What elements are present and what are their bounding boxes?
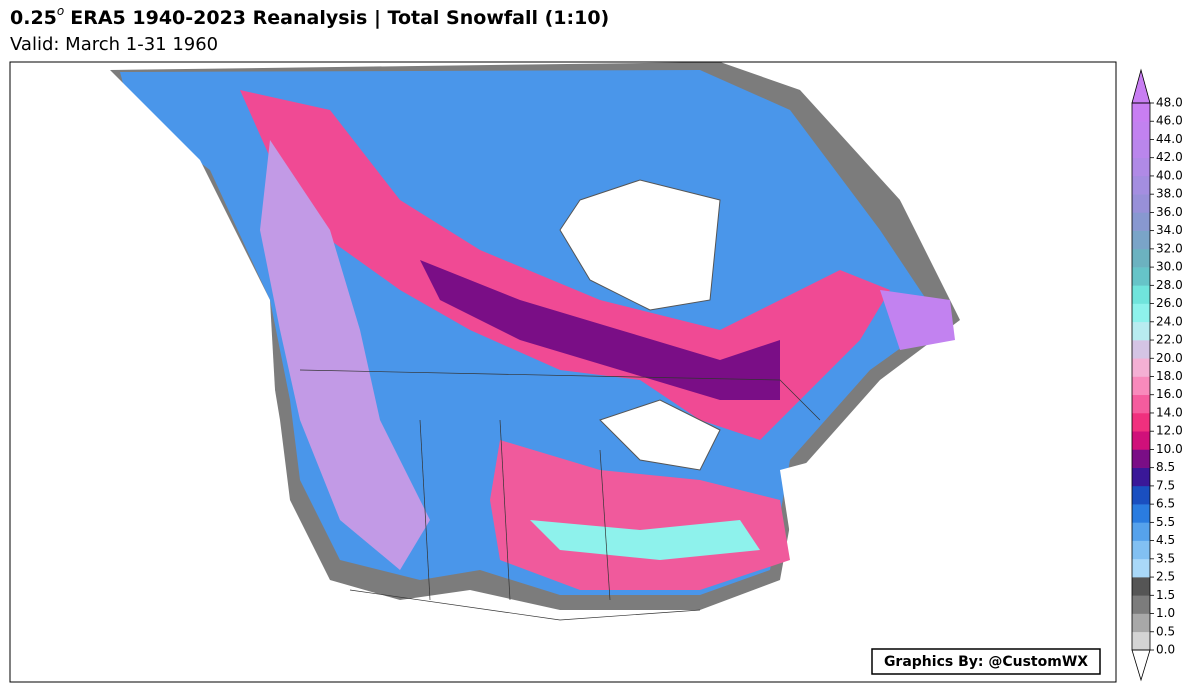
credit-box bbox=[871, 648, 1101, 675]
region-newfoundland bbox=[880, 290, 955, 350]
colorbar-tick-label: 8.5 bbox=[1156, 460, 1175, 474]
region-cyan bbox=[530, 520, 760, 560]
colorbar-tick-label: 1.5 bbox=[1156, 588, 1175, 602]
colorbar-tick-label: 16.0 bbox=[1156, 387, 1183, 401]
colorbar-tick-label: 4.5 bbox=[1156, 533, 1175, 547]
colorbar-segment bbox=[1132, 431, 1150, 450]
colorbar-segment bbox=[1132, 194, 1150, 213]
colorbar-segment bbox=[1132, 467, 1150, 487]
colorbar-segment bbox=[1132, 595, 1150, 614]
colorbar-over bbox=[1131, 68, 1151, 104]
title: 0.25o ERA5 1940-2023 Reanalysis | Total S… bbox=[10, 4, 609, 29]
colorbar-tick-label: 14.0 bbox=[1156, 405, 1183, 419]
colorbar-tick-label: 12.0 bbox=[1156, 424, 1183, 438]
colorbar-tick-label: 46.0 bbox=[1156, 114, 1183, 128]
colorbar-tick-label: 42.0 bbox=[1156, 150, 1183, 164]
colorbar-segment bbox=[1132, 212, 1150, 231]
colorbar-segment bbox=[1132, 121, 1150, 140]
colorbar-segment bbox=[1132, 285, 1150, 304]
colorbar-segment bbox=[1132, 321, 1150, 341]
colorbar-tick-label: 2.5 bbox=[1156, 570, 1175, 584]
colorbar-segment bbox=[1132, 412, 1150, 432]
colorbar-tick-label: 3.5 bbox=[1156, 551, 1175, 565]
greenland-area bbox=[900, 70, 1116, 330]
colorbar-tick-label: 0.5 bbox=[1156, 624, 1175, 638]
colorbar-segment bbox=[1132, 267, 1150, 286]
colorbar-tick-label: 24.0 bbox=[1156, 314, 1183, 328]
colorbar-tick-label: 38.0 bbox=[1156, 187, 1183, 201]
colorbar-segment bbox=[1132, 394, 1150, 414]
snowfall-field bbox=[10, 62, 1116, 682]
colorbar-segment bbox=[1132, 631, 1150, 651]
colorbar-segment bbox=[1132, 449, 1150, 468]
great-lakes bbox=[599, 399, 721, 471]
hudson-bay bbox=[559, 179, 721, 311]
colorbar-tick-label: 5.5 bbox=[1156, 515, 1175, 529]
colorbar-tick-label: 7.5 bbox=[1156, 478, 1175, 492]
atlantic bbox=[780, 380, 1116, 600]
colorbar-under bbox=[1131, 649, 1151, 682]
colorbar-tick-label: 28.0 bbox=[1156, 278, 1183, 292]
colorbar-segment bbox=[1132, 157, 1150, 177]
colorbar-segment bbox=[1132, 303, 1150, 323]
colorbar-segment bbox=[1132, 340, 1150, 359]
colorbar-segment bbox=[1132, 103, 1150, 122]
colorbar-tick-label: 20.0 bbox=[1156, 351, 1183, 365]
colorbar-tick-label: 6.5 bbox=[1156, 497, 1175, 511]
map-frame bbox=[9, 61, 1117, 683]
region-purple-band bbox=[420, 260, 780, 400]
colorbar-segment bbox=[1132, 613, 1150, 633]
colorbar-segment bbox=[1132, 522, 1150, 541]
colorbar-tick-label: 22.0 bbox=[1156, 333, 1183, 347]
mexico-ocean bbox=[10, 600, 1116, 682]
colorbar-segment bbox=[1132, 485, 1150, 505]
colorbar-segment bbox=[1132, 540, 1150, 560]
colorbar-tick-label: 48.0 bbox=[1156, 96, 1183, 110]
colorbar-segment bbox=[1132, 248, 1150, 268]
colorbar: 0.0 0.5 1.0 1.5 2.5 3.5 4.5 5.5 6.5 7.5 8.5 10.0 12.… bbox=[1131, 68, 1183, 682]
colorbar-tick-label: 36.0 bbox=[1156, 205, 1183, 219]
colorbar-segment bbox=[1132, 376, 1150, 396]
borders bbox=[299, 369, 821, 621]
credit: Graphics By: @CustomWX bbox=[884, 654, 1088, 670]
colorbar-segment bbox=[1132, 230, 1150, 250]
colorbar-tick-label: 1.0 bbox=[1156, 606, 1175, 620]
colorbar-tick-label: 10.0 bbox=[1156, 442, 1183, 456]
region-lavender-west bbox=[260, 140, 430, 570]
colorbar-segment bbox=[1132, 175, 1150, 195]
title-number: 0.25 bbox=[10, 7, 57, 29]
colorbar-tick-label: 34.0 bbox=[1156, 223, 1183, 237]
title-degree: o bbox=[57, 4, 64, 18]
colorbar-tick-label: 44.0 bbox=[1156, 132, 1183, 146]
colorbar-segment bbox=[1132, 577, 1150, 596]
colorbar-tick-label: 0.0 bbox=[1156, 643, 1175, 657]
colorbar-segment bbox=[1132, 558, 1150, 578]
colorbar-tick-label: 26.0 bbox=[1156, 296, 1183, 310]
colorbar-tick-label: 30.0 bbox=[1156, 260, 1183, 274]
pacific bbox=[10, 70, 280, 600]
subtitle: Valid: March 1-31 1960 bbox=[10, 34, 218, 55]
colorbar-tick-label: 32.0 bbox=[1156, 241, 1183, 255]
title-text: ERA5 1940-2023 Reanalysis | Total Snowfa… bbox=[70, 7, 609, 29]
colorbar-segment bbox=[1132, 358, 1150, 377]
colorbar-segment bbox=[1132, 504, 1150, 523]
colorbar-tick-label: 18.0 bbox=[1156, 369, 1183, 383]
region-pink-band bbox=[240, 90, 890, 440]
colorbar-segment bbox=[1132, 139, 1150, 158]
colorbar-tick-label: 40.0 bbox=[1156, 168, 1183, 182]
map: Graphics By: @CustomWX bbox=[9, 61, 1117, 683]
